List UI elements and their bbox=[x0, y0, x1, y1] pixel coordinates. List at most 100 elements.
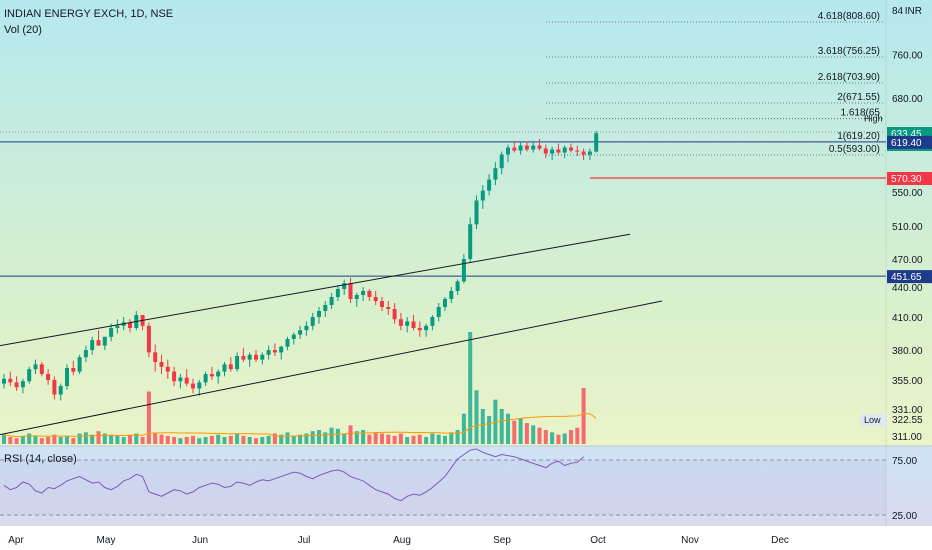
rsi-axis-tick: 75.00 bbox=[892, 456, 917, 467]
volume-bar bbox=[279, 434, 284, 444]
candle bbox=[83, 350, 88, 358]
volume-bar bbox=[46, 437, 51, 444]
volume-bar bbox=[228, 435, 233, 444]
candle bbox=[367, 291, 372, 297]
candle bbox=[279, 346, 284, 353]
candle bbox=[8, 378, 13, 383]
volume-bar bbox=[556, 434, 561, 444]
candle bbox=[165, 366, 170, 372]
volume-bar bbox=[474, 390, 479, 444]
volume-bar bbox=[436, 434, 441, 444]
price-axis-tick: 680.00 bbox=[892, 94, 923, 105]
candle bbox=[587, 151, 592, 155]
candle bbox=[146, 325, 151, 353]
candle bbox=[493, 168, 498, 180]
volume-bar bbox=[241, 435, 246, 444]
volume-ma-line bbox=[3, 413, 597, 438]
price-axis-tick: 470.00 bbox=[892, 255, 923, 266]
volume-bar bbox=[27, 433, 32, 444]
volume-bar bbox=[367, 434, 372, 444]
rsi-line bbox=[3, 448, 584, 502]
candle bbox=[96, 340, 101, 346]
candle bbox=[512, 147, 517, 151]
fib-label: 2(671.55) bbox=[837, 92, 880, 103]
fib-label: 3.618(756.25) bbox=[818, 46, 880, 57]
time-axis-background bbox=[0, 526, 932, 550]
volume-bar bbox=[39, 438, 44, 444]
candle bbox=[480, 190, 485, 201]
volume-bar bbox=[65, 435, 69, 444]
volume-bar bbox=[58, 437, 63, 444]
volume-bar bbox=[121, 437, 126, 444]
candle bbox=[518, 145, 523, 151]
candle bbox=[562, 147, 567, 153]
currency-label: INR bbox=[904, 6, 922, 17]
candle bbox=[430, 317, 435, 326]
candle bbox=[543, 148, 548, 154]
low-label-bg bbox=[860, 414, 886, 426]
volume-bar bbox=[216, 434, 221, 444]
price-axis-tick: 380.00 bbox=[892, 346, 923, 357]
candle bbox=[581, 151, 586, 155]
volume-bar bbox=[361, 430, 366, 444]
price-axis-tick: 760.00 bbox=[892, 50, 923, 61]
candle bbox=[417, 328, 422, 331]
volume-bar bbox=[291, 435, 296, 444]
candle bbox=[235, 356, 240, 370]
volume-bar bbox=[172, 437, 177, 444]
symbol-title: INDIAN ENERGY EXCH, 1D, NSE bbox=[4, 8, 174, 20]
fib-label: 1.618(65 bbox=[841, 108, 881, 119]
price-tag-label: 451.65 bbox=[891, 272, 922, 283]
chart-header: INDIAN ENERGY EXCH, 1D, NSE Vol (20) bbox=[4, 6, 173, 38]
volume-bar bbox=[77, 433, 82, 444]
candle bbox=[335, 289, 340, 297]
price-tag-label: 570.30 bbox=[891, 174, 922, 185]
candle bbox=[58, 386, 63, 395]
candle bbox=[531, 145, 536, 150]
candle bbox=[197, 382, 202, 389]
candle bbox=[222, 364, 227, 372]
candle bbox=[33, 364, 38, 370]
fib-label: 0.5(593.00) bbox=[829, 144, 880, 155]
candle bbox=[342, 283, 347, 289]
volume-bar bbox=[380, 433, 384, 444]
price-axis-tick: 510.00 bbox=[892, 222, 923, 233]
volume-bar bbox=[266, 435, 271, 444]
candle bbox=[455, 281, 460, 291]
price-tag bbox=[887, 135, 932, 149]
volume-bar bbox=[512, 420, 517, 444]
volume-bar bbox=[550, 432, 555, 444]
volume-bar bbox=[222, 437, 227, 444]
price-axis-tick: 331.00 bbox=[892, 405, 923, 416]
volume-bar bbox=[83, 432, 88, 444]
volume-bar bbox=[109, 434, 114, 444]
volume-bar bbox=[102, 433, 107, 444]
candle bbox=[506, 147, 510, 155]
candle bbox=[449, 291, 454, 299]
volume-bar bbox=[411, 435, 416, 444]
price-axis-tick: 550.00 bbox=[892, 188, 923, 199]
volume-bar bbox=[405, 437, 410, 444]
candle bbox=[14, 382, 19, 388]
volume-bar bbox=[537, 427, 542, 444]
candle bbox=[254, 354, 258, 360]
volume-bar bbox=[468, 332, 473, 444]
volume-bar bbox=[197, 438, 202, 444]
volume-bar bbox=[71, 438, 76, 444]
volume-bar bbox=[310, 431, 315, 444]
candle bbox=[2, 378, 6, 384]
candle bbox=[310, 317, 315, 326]
candle bbox=[228, 364, 233, 370]
volume-bar bbox=[398, 433, 403, 444]
volume-bar bbox=[455, 430, 460, 444]
volume-bar bbox=[52, 434, 57, 444]
candle bbox=[594, 133, 599, 152]
volume-bar bbox=[247, 437, 252, 444]
price-axis-tick: 440.00 bbox=[892, 283, 923, 294]
candle bbox=[90, 340, 95, 350]
volume-bar bbox=[430, 433, 435, 444]
volume-bar bbox=[354, 431, 359, 444]
candle bbox=[436, 307, 441, 317]
